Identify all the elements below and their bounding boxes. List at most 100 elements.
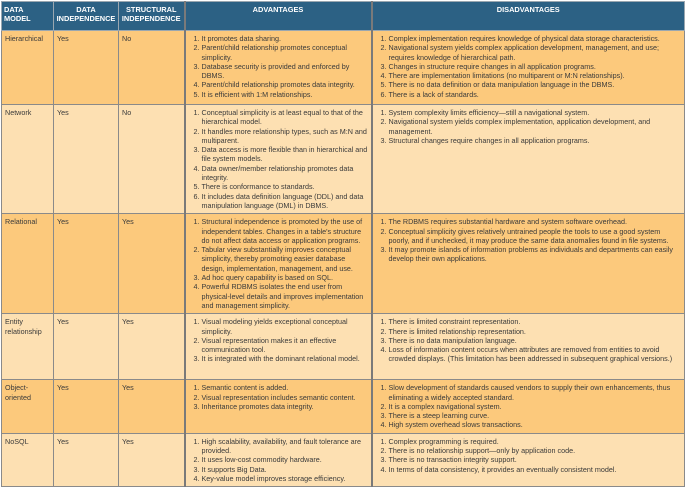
advantages-list: Conceptual simplicity is at least equal … <box>189 108 368 210</box>
list-item: Changes in structure require changes in … <box>389 62 682 71</box>
advantages-list: Semantic content is added.Visual represe… <box>189 383 368 411</box>
advantages-cell: It promotes data sharing.Parent/child re… <box>183 30 372 105</box>
advantages-cell: Visual modeling yields exceptional conce… <box>183 313 372 381</box>
disadvantages-cell: There is limited constraint representati… <box>370 313 685 381</box>
list-item: The RDBMS requires substantial hardware … <box>389 217 682 226</box>
list-item: Visual modeling yields exceptional conce… <box>202 317 368 336</box>
table-row: Entity relationshipYesYesVisual modeling… <box>1 313 685 381</box>
data-independence-cell: Yes <box>53 103 119 215</box>
advantages-cell: Semantic content is added.Visual represe… <box>183 379 372 434</box>
disadvantages-list: There is limited constraint representati… <box>376 317 682 363</box>
list-item: Navigational system yields complex imple… <box>389 117 682 136</box>
list-item: Structural changes require changes in al… <box>389 136 682 145</box>
list-item: There is no data manipulation language. <box>389 336 682 345</box>
list-item: It may promote islands of information pr… <box>389 245 682 264</box>
structural-independence-cell: No <box>118 103 185 215</box>
list-item: There is conformance to standards. <box>202 182 368 191</box>
list-item: It includes data definition language (DD… <box>202 192 368 211</box>
list-item: Semantic content is added. <box>202 383 368 392</box>
list-item: In terms of data consistency, it provide… <box>389 465 682 474</box>
list-item: Inheritance promotes data integrity. <box>202 402 368 411</box>
list-item: Tabular view substantially improves conc… <box>202 245 368 273</box>
list-item: Visual representation makes it an effect… <box>202 336 368 355</box>
list-item: System complexity limits efficiency—stil… <box>389 108 682 117</box>
disadvantages-list: System complexity limits efficiency—stil… <box>376 108 682 145</box>
data-model-cell: Entity relationship <box>1 313 54 381</box>
structural-independence-cell: No <box>118 30 185 105</box>
list-item: Data access is more flexible than in hie… <box>202 145 368 164</box>
list-item: It uses low-cost commodity hardware. <box>202 455 368 464</box>
list-item: Parent/child relationship promotes data … <box>202 80 368 89</box>
list-item: Slow development of standards caused ven… <box>389 383 682 402</box>
advantages-list: Visual modeling yields exceptional conce… <box>189 317 368 363</box>
table-row: NoSQLYesYesHigh scalability, availabilit… <box>1 432 685 487</box>
list-item: It is integrated with the dominant relat… <box>202 354 368 363</box>
header-data-model: DATA MODEL <box>1 1 54 31</box>
structural-independence-cell: Yes <box>118 213 185 315</box>
list-item: There are implementation limitations (no… <box>389 71 682 80</box>
list-item: There is limited constraint representati… <box>389 317 682 326</box>
list-item: High scalability, availability, and faul… <box>202 437 368 456</box>
disadvantages-cell: System complexity limits efficiency—stil… <box>370 103 685 215</box>
disadvantages-cell: The RDBMS requires substantial hardware … <box>370 213 685 315</box>
list-item: Visual representation includes semantic … <box>202 393 368 402</box>
structural-independence-cell: Yes <box>118 379 185 434</box>
list-item: It handles more relationship types, such… <box>202 127 368 146</box>
data-model-cell: Relational <box>1 213 54 315</box>
data-model-cell: NoSQL <box>1 432 54 487</box>
list-item: Key-value model improves storage efficie… <box>202 474 368 483</box>
data-independence-cell: Yes <box>53 30 119 105</box>
advantages-cell: Structural independence is promoted by t… <box>183 213 372 315</box>
header-disadvantages: DISADVANTAGES <box>370 1 685 31</box>
list-item: Data owner/member relationship promotes … <box>202 164 368 183</box>
list-item: Structural independence is promoted by t… <box>202 217 368 245</box>
list-item: Complex programming is required. <box>389 437 682 446</box>
list-item: It is a complex navigational system. <box>389 402 682 411</box>
advantages-list: It promotes data sharing.Parent/child re… <box>189 34 368 99</box>
list-item: There is no relationship support—only by… <box>389 446 682 455</box>
structural-independence-cell: Yes <box>118 432 185 487</box>
header-row: DATA MODEL DATA INDEPENDENCE STRUCTURAL … <box>1 1 685 31</box>
list-item: Loss of information content occurs when … <box>389 345 682 364</box>
header-structural-independence: STRUCTURAL INDEPENDENCE <box>118 1 185 31</box>
list-item: There is no transaction integrity suppor… <box>389 455 682 464</box>
advantages-cell: Conceptual simplicity is at least equal … <box>183 103 372 215</box>
data-model-cell: Object-oriented <box>1 379 54 434</box>
advantages-list: High scalability, availability, and faul… <box>189 437 368 483</box>
list-item: Ad hoc query capability is based on SQL. <box>202 273 368 282</box>
list-item: Conceptual simplicity gives relatively u… <box>389 227 682 246</box>
data-independence-cell: Yes <box>53 213 119 315</box>
disadvantages-list: Complex implementation requires knowledg… <box>376 34 682 99</box>
header-data-independence: DATA INDEPENDENCE <box>53 1 119 31</box>
list-item: Navigational system yields complex appli… <box>389 43 682 62</box>
table-row: Object-orientedYesYesSemantic content is… <box>1 379 685 434</box>
list-item: Conceptual simplicity is at least equal … <box>202 108 368 127</box>
data-independence-cell: Yes <box>53 379 119 434</box>
list-item: There is no data definition or data mani… <box>389 80 682 89</box>
disadvantages-list: The RDBMS requires substantial hardware … <box>376 217 682 263</box>
advantages-list: Structural independence is promoted by t… <box>189 217 368 310</box>
list-item: It promotes data sharing. <box>202 34 368 43</box>
data-independence-cell: Yes <box>53 313 119 381</box>
data-model-cell: Network <box>1 103 54 215</box>
list-item: Powerful RDBMS isolates the end user fro… <box>202 282 368 310</box>
list-item: Database security is provided and enforc… <box>202 62 368 81</box>
list-item: Parent/child relationship promotes conce… <box>202 43 368 62</box>
disadvantages-cell: Complex implementation requires knowledg… <box>370 30 685 105</box>
data-independence-cell: Yes <box>53 432 119 487</box>
disadvantages-list: Slow development of standards caused ven… <box>376 383 682 429</box>
list-item: There is a steep learning curve. <box>389 411 682 420</box>
disadvantages-cell: Complex programming is required.There is… <box>370 432 685 487</box>
table-row: HierarchicalYesNoIt promotes data sharin… <box>1 30 685 105</box>
list-item: It supports Big Data. <box>202 465 368 474</box>
list-item: Complex implementation requires knowledg… <box>389 34 682 43</box>
structural-independence-cell: Yes <box>118 313 185 381</box>
disadvantages-cell: Slow development of standards caused ven… <box>370 379 685 434</box>
header-advantages: ADVANTAGES <box>183 1 372 31</box>
table-row: RelationalYesYesStructural independence … <box>1 213 685 315</box>
list-item: There is a lack of standards. <box>389 90 682 99</box>
advantages-cell: High scalability, availability, and faul… <box>183 432 372 487</box>
data-model-cell: Hierarchical <box>1 30 54 105</box>
